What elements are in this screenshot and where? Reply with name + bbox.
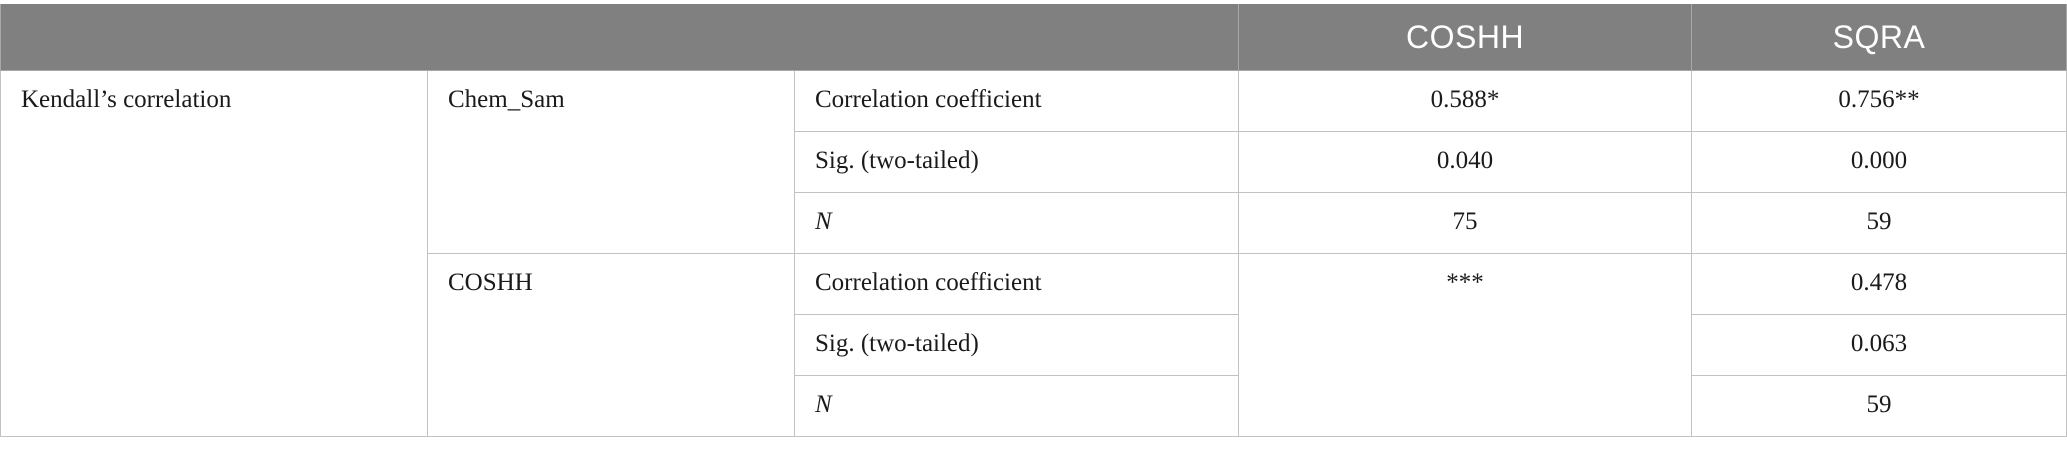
- variable-coshh: COSHH: [427, 253, 795, 437]
- value-sqra: 0.000: [1691, 131, 2067, 193]
- table-row: COSHH Correlation coefficient *** 0.478: [1, 253, 2067, 437]
- group-label-kendall: Kendall’s correlation: [0, 70, 428, 437]
- kendall-correlation-table: COSHH SQRA Kendall’s correlation Chem_Sa…: [0, 4, 2067, 437]
- value-coshh-merged: ***: [1238, 253, 1693, 437]
- correlation-table-container: COSHH SQRA Kendall’s correlation Chem_Sa…: [0, 4, 2067, 437]
- header-row: COSHH SQRA: [0, 4, 2067, 71]
- table-row: Sig. (two-tailed) 0.040 0.000: [1, 131, 2067, 193]
- stat-label: Sig. (two-tailed): [793, 131, 1240, 193]
- value-coshh: 0.040: [1238, 131, 1693, 193]
- table-row: Sig. (two-tailed) 0.063: [1, 314, 2067, 376]
- stat-label: Correlation coefficient: [793, 70, 1240, 132]
- stat-label: Sig. (two-tailed): [793, 314, 1240, 376]
- header-coshh: COSHH: [1238, 4, 1693, 71]
- stat-label: Correlation coefficient: [793, 253, 1240, 315]
- header-sqra: SQRA: [1691, 4, 2067, 71]
- value-sqra: 0.478: [1691, 253, 2067, 315]
- table-body: Kendall’s correlation Chem_Sam Correlati…: [0, 70, 2067, 437]
- stat-label: N: [793, 192, 1240, 254]
- value-sqra: 0.063: [1691, 314, 2067, 376]
- value-coshh: 0.588*: [1238, 70, 1693, 132]
- table-header: COSHH SQRA: [0, 4, 2067, 71]
- table-row: Kendall’s correlation Chem_Sam Correlati…: [0, 70, 2067, 437]
- table-row: N 59: [1, 375, 2067, 437]
- value-sqra: 59: [1691, 375, 2067, 437]
- stat-label: N: [793, 375, 1240, 437]
- variable-chem-sam: Chem_Sam: [427, 70, 795, 254]
- value-coshh: 75: [1238, 192, 1693, 254]
- value-sqra: 0.756**: [1691, 70, 2067, 132]
- header-blank-cell: [0, 4, 1240, 71]
- value-sqra: 59: [1691, 192, 2067, 254]
